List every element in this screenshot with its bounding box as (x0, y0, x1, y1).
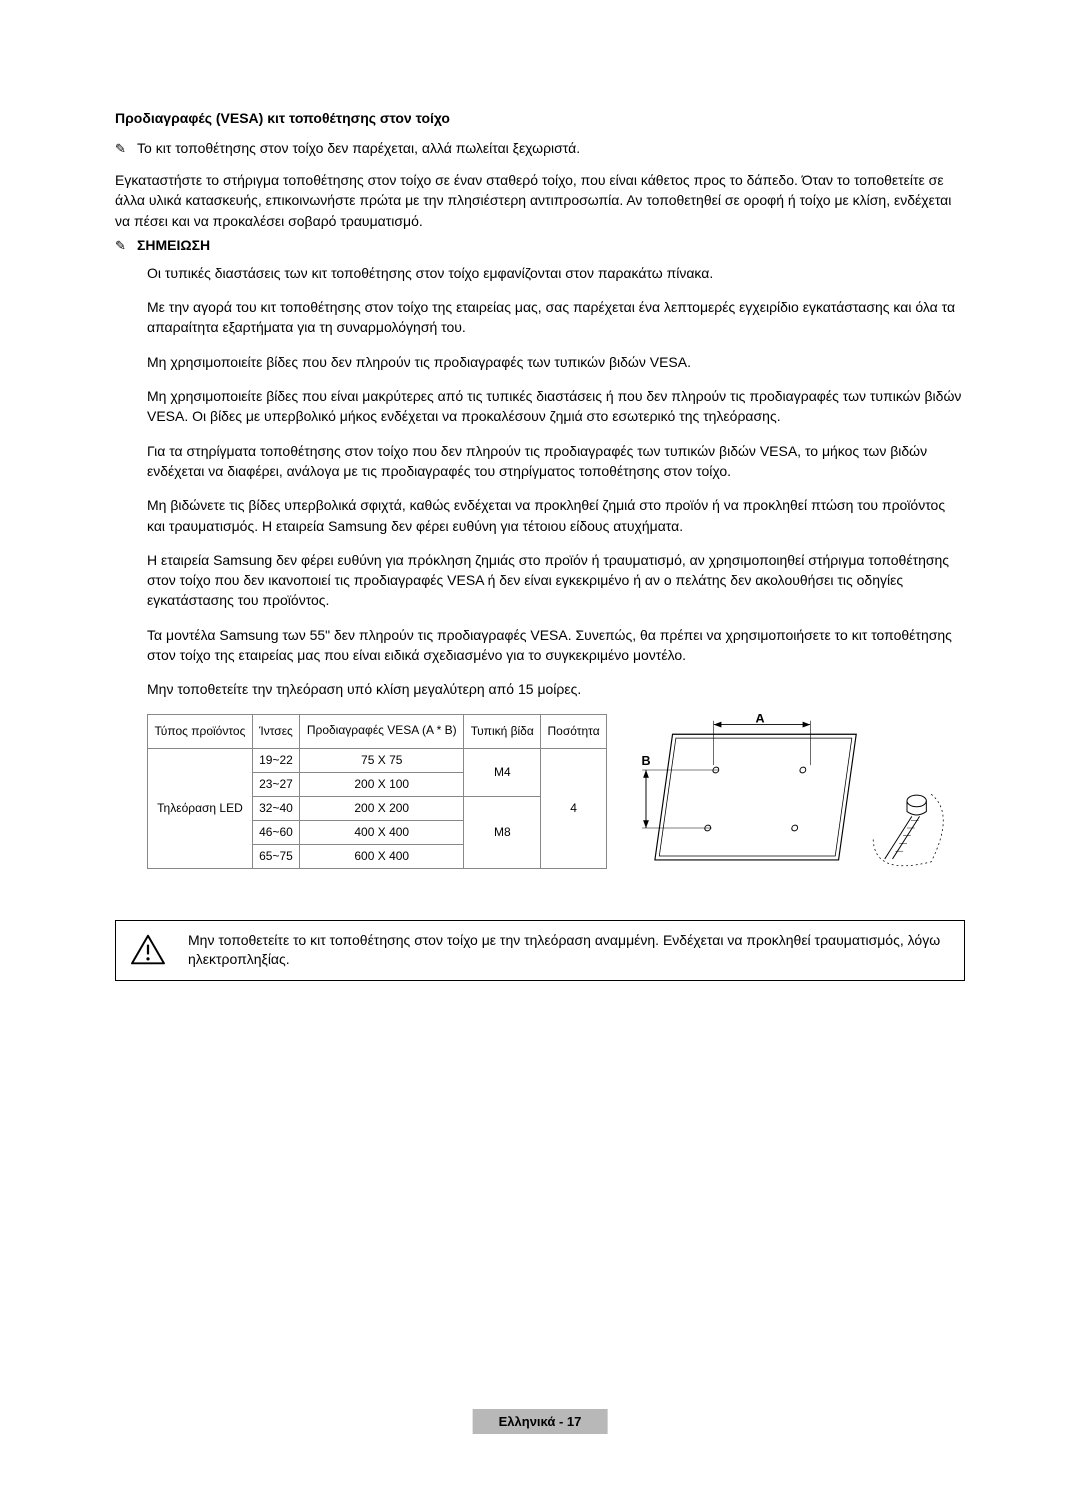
table-diagram-row: Τύπος προϊόντος Ίντσες Προδιαγραφές VESA… (147, 714, 965, 884)
note-item: Για τα στηρίγματα τοποθέτησης στον τοίχο… (147, 441, 965, 482)
note-item: Μη χρησιμοποιείτε βίδες που δεν πληρούν … (147, 352, 965, 372)
intro-body: Εγκαταστήστε το στήριγμα τοποθέτησης στο… (115, 170, 965, 231)
warning-text: Μην τοποθετείτε το κιτ τοποθέτησης στον … (188, 931, 950, 970)
cell-qty: 4 (541, 748, 607, 868)
page-footer: Ελληνικά - 17 (473, 1409, 608, 1434)
notes-label: ΣΗΜΕΙΩΣΗ (137, 237, 210, 253)
note-item: Η εταιρεία Samsung δεν φέρει ευθύνη για … (147, 550, 965, 611)
intro-note-text: Το κιτ τοποθέτησης στον τοίχο δεν παρέχε… (137, 140, 580, 156)
note-icon: ✎ (115, 140, 131, 158)
cell-screw: M8 (464, 796, 541, 868)
note-item: Οι τυπικές διαστάσεις των κιτ τοποθέτηση… (147, 263, 965, 283)
cell-inches: 32~40 (252, 796, 299, 820)
vesa-table: Τύπος προϊόντος Ίντσες Προδιαγραφές VESA… (147, 714, 607, 869)
cell-spec: 600 X 400 (300, 844, 464, 868)
cell-spec: 400 X 400 (300, 820, 464, 844)
cell-spec: 200 X 100 (300, 772, 464, 796)
col-vesa-spec: Προδιαγραφές VESA (A * B) (300, 714, 464, 748)
note-icon: ✎ (115, 237, 131, 255)
note-item: Μη χρησιμοποιείτε βίδες που είναι μακρύτ… (147, 386, 965, 427)
notes-list: Οι τυπικές διαστάσεις των κιτ τοποθέτηση… (147, 263, 965, 884)
section-heading: Προδιαγραφές (VESA) κιτ τοποθέτησης στον… (115, 110, 965, 126)
svg-text:B: B (641, 754, 650, 768)
table-row: Τηλεόραση LED 19~22 75 X 75 M4 4 (148, 748, 607, 772)
col-product-type: Τύπος προϊόντος (148, 714, 253, 748)
cell-screw: M4 (464, 748, 541, 796)
cell-inches: 65~75 (252, 844, 299, 868)
col-screw: Τυπική βίδα (464, 714, 541, 748)
cell-inches: 23~27 (252, 772, 299, 796)
note-item: Τα μοντέλα Samsung των 55" δεν πληρούν τ… (147, 625, 965, 666)
note-item: Με την αγορά του κιτ τοποθέτησης στον το… (147, 297, 965, 338)
cell-product-type: Τηλεόραση LED (148, 748, 253, 868)
note-item: Μη βιδώνετε τις βίδες υπερβολικά σφιχτά,… (147, 495, 965, 536)
cell-spec: 75 X 75 (300, 748, 464, 772)
warning-triangle-icon (130, 934, 166, 966)
intro-note: ✎ Το κιτ τοποθέτησης στον τοίχο δεν παρέ… (115, 140, 965, 158)
col-qty: Ποσότητα (541, 714, 607, 748)
warning-box: Μην τοποθετείτε το κιτ τοποθέτησης στον … (115, 920, 965, 981)
col-inches: Ίντσες (252, 714, 299, 748)
notes-header: ✎ ΣΗΜΕΙΩΣΗ (115, 237, 965, 255)
svg-text:A: A (756, 714, 765, 726)
cell-inches: 19~22 (252, 748, 299, 772)
cell-inches: 46~60 (252, 820, 299, 844)
cell-spec: 200 X 200 (300, 796, 464, 820)
note-item: Μην τοποθετείτε την τηλεόραση υπό κλίση … (147, 679, 965, 699)
table-header-row: Τύπος προϊόντος Ίντσες Προδιαγραφές VESA… (148, 714, 607, 748)
vesa-diagram: A B (617, 714, 965, 884)
